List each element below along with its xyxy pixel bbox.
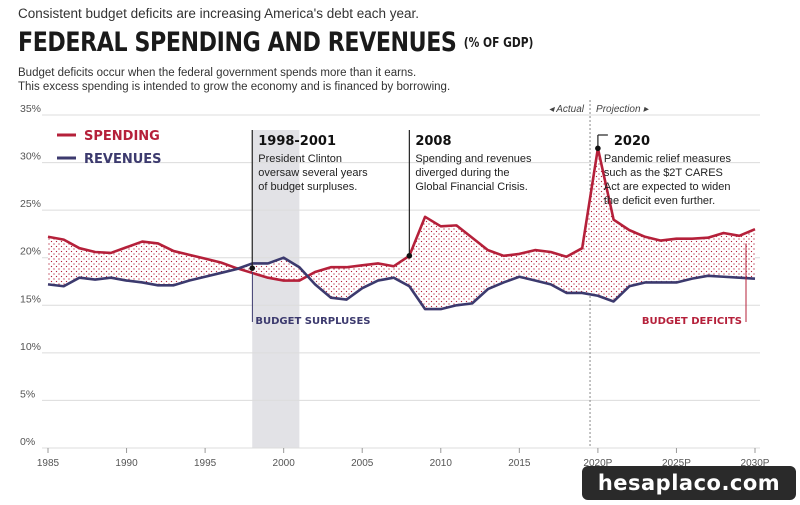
- deficits-label: BUDGET DEFICITS: [642, 316, 742, 327]
- spending-line: [47, 147, 756, 282]
- chart-title-unit: (% OF GDP): [463, 36, 534, 51]
- x-tick-label: 2025P: [662, 458, 691, 469]
- annotation-text: of budget surpluses.: [258, 181, 357, 193]
- x-tick-label: 2010: [430, 458, 453, 469]
- annotation-text: Pandemic relief measures: [604, 153, 732, 165]
- x-tick-label: 1990: [115, 458, 138, 469]
- x-tick-label: 2000: [273, 458, 296, 469]
- annotation-dot: [595, 145, 601, 152]
- subtitle-line-2: This excess spending is intended to grow…: [18, 81, 451, 93]
- annotation-text: Global Financial Crisis.: [415, 181, 527, 193]
- legend-label: SPENDING: [84, 129, 160, 144]
- y-tick-label: 25%: [20, 198, 41, 210]
- annotation-text: the deficit even further.: [604, 195, 715, 207]
- annotation-title: 1998-2001: [258, 134, 336, 149]
- y-tick-label: 15%: [20, 293, 41, 305]
- chart-subtitle: Budget deficits occur when the federal g…: [18, 66, 578, 94]
- deficit-area: [48, 148, 755, 310]
- y-tick-label: 20%: [20, 246, 41, 258]
- watermark: hesaplaco.com: [582, 466, 796, 500]
- chart-title: FEDERAL SPENDING AND REVENUES (% OF GDP): [18, 27, 533, 58]
- surplus-period-shade: [252, 130, 300, 448]
- y-tick-label: 35%: [20, 103, 41, 115]
- y-tick-label: 5%: [20, 388, 35, 400]
- x-tick-label: 2015: [508, 458, 531, 469]
- annotation-text: such as the $2T CARES: [604, 167, 723, 179]
- x-tick-label: 2020P: [583, 458, 612, 469]
- intro-text: Consistent budget deficits are increasin…: [18, 6, 420, 21]
- annotation-dot: [406, 253, 413, 259]
- actual-label: ◂ Actual: [549, 104, 585, 115]
- annotation-text: oversaw several years: [258, 167, 368, 179]
- legend-label: REVENUES: [84, 152, 162, 167]
- annotation-text: diverged during the: [415, 167, 509, 179]
- subtitle-line-1: Budget deficits occur when the federal g…: [18, 67, 417, 79]
- chart-title-text: FEDERAL SPENDING AND REVENUES: [18, 27, 457, 58]
- y-tick-label: 0%: [20, 436, 35, 448]
- y-tick-label: 10%: [20, 341, 41, 353]
- x-tick-label: 2005: [351, 458, 374, 469]
- annotation-text: President Clinton: [258, 153, 342, 165]
- annotation-title: 2020: [614, 134, 650, 149]
- x-tick-label: 1985: [37, 458, 60, 469]
- projection-label: Projection ▸: [596, 104, 649, 115]
- x-tick-label: 1995: [194, 458, 217, 469]
- annotation-text: Spending and revenues: [415, 153, 532, 165]
- annotation-title: 2008: [415, 134, 451, 149]
- x-tick-label: 2030P: [741, 458, 770, 469]
- annotation-text: Act are expected to widen: [604, 181, 731, 193]
- y-tick-label: 30%: [20, 151, 41, 163]
- annotation-dot: [249, 265, 256, 271]
- surplus-label: BUDGET SURPLUSES: [255, 316, 370, 327]
- revenues-line: [47, 256, 756, 311]
